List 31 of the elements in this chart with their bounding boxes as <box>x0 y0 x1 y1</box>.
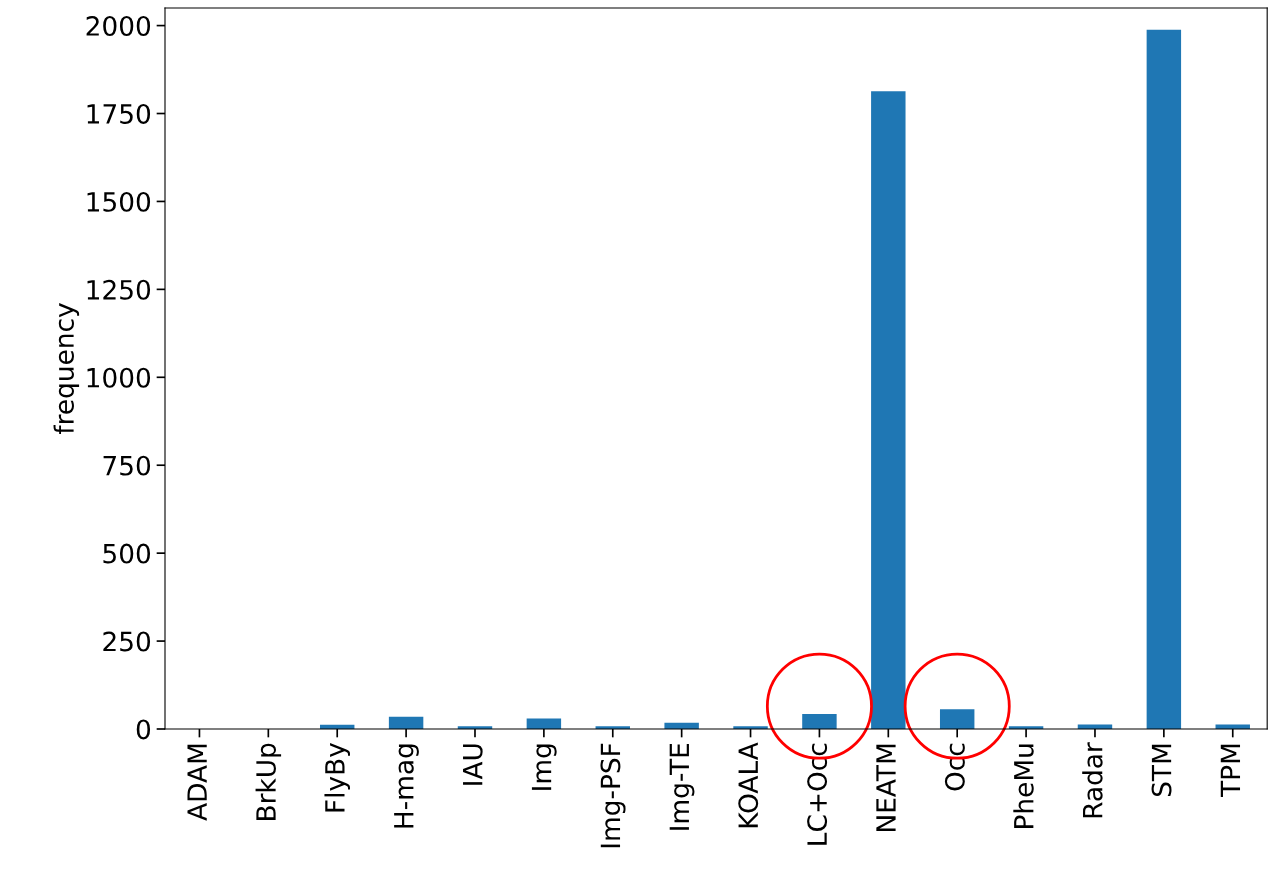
x-tick-label: NEATM <box>876 744 896 831</box>
x-tick-label: Img <box>531 744 557 790</box>
x-tick-label: Occ <box>944 743 965 791</box>
y-tick-label: 1750 <box>87 103 151 124</box>
x-tick-label: FlyBy <box>324 742 350 812</box>
y-tick-label: 1500 <box>87 191 151 212</box>
x-tick-label: Radar <box>1082 742 1103 818</box>
x-tick-label: LC+Occ <box>807 743 828 845</box>
bar <box>1146 29 1182 729</box>
x-tick-label: KOALA <box>738 742 759 828</box>
x-tick-label: Img-TE <box>669 743 695 830</box>
x-tick-label: PheMu <box>1013 744 1034 828</box>
bar <box>526 718 562 729</box>
x-tick-label: IAU <box>463 744 483 785</box>
y-tick-label: 0 <box>136 719 151 740</box>
x-tick-label: STM <box>1151 744 1172 797</box>
y-tick-label: 750 <box>103 455 151 476</box>
bar <box>939 709 975 729</box>
y-axis-title: frequency <box>53 303 80 435</box>
x-tick-label: BrkUp <box>255 743 282 820</box>
y-tick-label: 500 <box>103 543 151 564</box>
y-tick-label: 1250 <box>87 279 151 300</box>
y-tick-label: 2000 <box>86 16 151 36</box>
y-tick-label: 1000 <box>87 367 151 388</box>
bar <box>802 713 837 729</box>
x-tick-label: Img-PSF <box>600 743 626 848</box>
x-tick-label: TPM <box>1220 744 1241 798</box>
y-tick-label: 250 <box>103 631 151 652</box>
bar <box>871 91 906 729</box>
x-tick-label: ADAM <box>187 744 207 821</box>
x-tick-label: H-mag <box>394 744 419 828</box>
